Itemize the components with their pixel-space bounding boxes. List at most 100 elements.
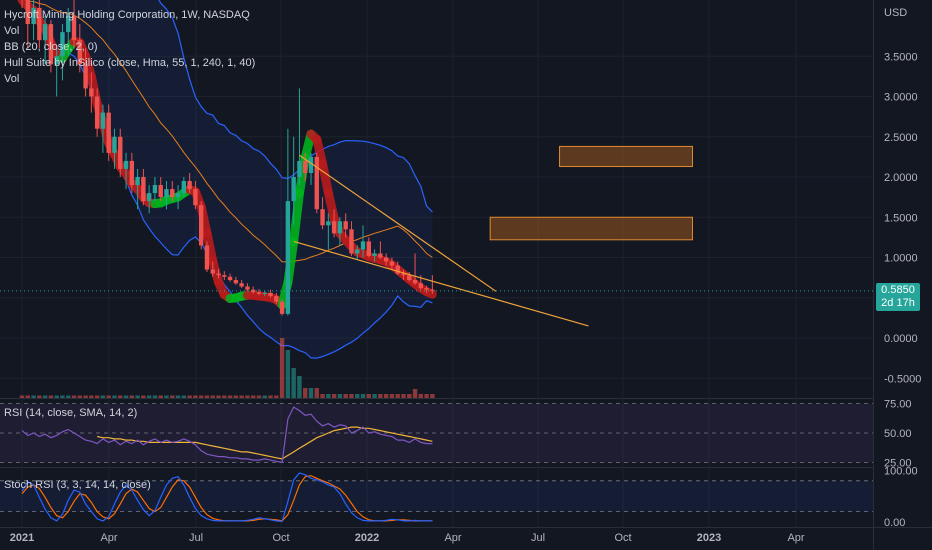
candle-body	[181, 181, 187, 194]
candle-body	[331, 221, 337, 234]
candle-body	[198, 205, 204, 246]
volume-bar	[233, 395, 239, 398]
volume-bar	[274, 395, 279, 398]
volume-bar	[187, 395, 192, 398]
indicator-hull[interactable]: Hull Suite by InSilico (close, Hma, 55, …	[4, 57, 256, 69]
indicator-vol[interactable]: Vol	[4, 25, 20, 37]
volume-bar	[320, 394, 325, 398]
trendline	[299, 154, 497, 292]
volume-bar	[170, 395, 175, 398]
candle-body	[418, 283, 424, 289]
volume-bar	[331, 394, 337, 398]
volume-bar	[193, 395, 198, 398]
volume-bar	[308, 388, 314, 398]
candle-body	[395, 265, 400, 274]
candle-body	[337, 221, 343, 234]
candle-body	[320, 209, 325, 226]
candle-body	[222, 275, 227, 277]
bb-upper-line	[22, 0, 433, 213]
volume-bar	[407, 394, 412, 398]
stoch-pane-label[interactable]: Stoch RSI (3, 3, 14, 14, close)	[4, 479, 151, 491]
x-tick-label: 2023	[697, 532, 721, 544]
volume-bar	[245, 395, 250, 398]
volume-bar	[372, 394, 377, 398]
x-tick-label: Apr	[787, 532, 804, 544]
candle-body	[42, 24, 48, 41]
candle-body	[210, 269, 215, 274]
x-tick-label: 2021	[10, 532, 34, 544]
volume-bar	[285, 350, 291, 398]
volume-bar	[83, 395, 88, 398]
candle-body	[430, 289, 435, 291]
candle-body	[112, 136, 117, 153]
volume-bar	[37, 395, 42, 398]
candle-body	[152, 185, 158, 194]
volume-bar	[337, 394, 343, 398]
candle-body	[378, 253, 383, 258]
candle-body	[383, 257, 389, 262]
volume-bar	[175, 395, 181, 398]
candle-body	[158, 185, 163, 198]
volume-bar	[279, 338, 285, 398]
volume-bar	[54, 395, 59, 398]
x-tick-label: 2022	[355, 532, 379, 544]
volume-bar	[141, 395, 146, 398]
rsi-pane-label[interactable]: RSI (14, close, SMA, 14, 2)	[4, 407, 138, 419]
candle-body	[256, 292, 262, 294]
hull-segment	[318, 159, 333, 198]
candle-body	[77, 40, 82, 65]
volume-bar	[326, 394, 331, 398]
volume-bar	[383, 394, 389, 398]
volume-bar	[204, 395, 210, 398]
candle-body	[146, 193, 152, 202]
stoch-tick-label: 100.00	[884, 466, 918, 478]
candle-body	[303, 160, 308, 173]
candle-body	[279, 301, 285, 314]
volume-bar	[112, 395, 117, 398]
y-tick-label: 3.5000	[884, 51, 918, 63]
candle-body	[326, 221, 331, 226]
volume-bar	[210, 395, 215, 398]
candle-body	[233, 280, 239, 284]
candle-body	[360, 241, 366, 250]
x-tick-label: Jul	[189, 532, 203, 544]
indicator-bb[interactable]: BB (20, close, 2, 0)	[4, 41, 98, 53]
candle-body	[355, 249, 360, 254]
candle-body	[245, 286, 250, 290]
volume-bar	[89, 395, 94, 398]
volume-bar	[227, 395, 233, 398]
candle-body	[129, 160, 135, 186]
volume-bar	[152, 395, 158, 398]
volume-bar	[158, 395, 163, 398]
candle-body	[37, 7, 42, 41]
volume-bar	[268, 395, 273, 398]
volume-bar	[135, 395, 140, 398]
volume-bar	[118, 395, 123, 398]
indicator-vol-2[interactable]: Vol	[4, 73, 20, 85]
rsi-line	[21, 406, 433, 464]
volume-bar	[424, 394, 429, 398]
candle-body	[412, 280, 418, 284]
volume-bar	[401, 394, 406, 398]
y-tick-label: 1.0000	[884, 253, 918, 265]
volume-bar	[355, 394, 360, 398]
candle-body	[106, 112, 111, 153]
candle-body	[187, 181, 192, 190]
volume-bar	[297, 376, 302, 398]
volume-bar	[418, 394, 424, 398]
candle-body	[141, 177, 146, 202]
volume-bar	[42, 395, 48, 398]
symbol-title[interactable]: Hycroft Mining Holding Corporation, 1W, …	[4, 9, 250, 21]
last-price-tag: 0.5850 2d 17h	[876, 283, 920, 311]
supply-zone	[559, 145, 693, 168]
y-tick-label: 1.5000	[884, 212, 918, 224]
candle-body	[216, 273, 221, 276]
candle-body	[31, 7, 36, 25]
volume-bar	[343, 394, 348, 398]
candle-body	[366, 241, 371, 256]
candle-body	[314, 156, 319, 210]
candle-body	[118, 136, 123, 169]
bar-countdown: 2d 17h	[881, 297, 915, 309]
